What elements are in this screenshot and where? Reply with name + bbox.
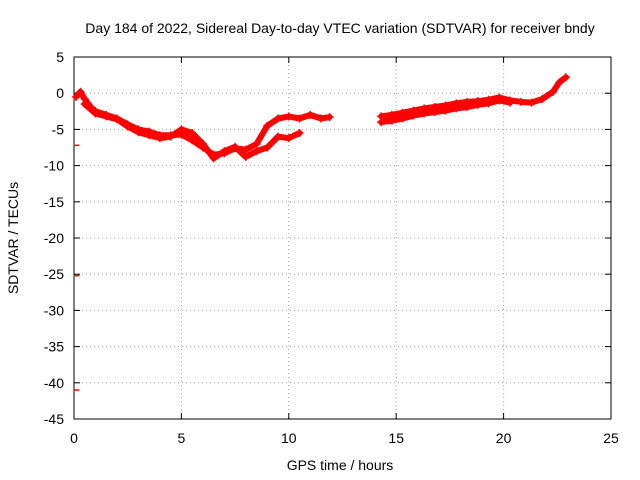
data-point	[76, 87, 85, 96]
data-point	[102, 112, 111, 121]
y-tick-label: -40	[44, 375, 64, 391]
x-tick-label: 20	[496, 430, 512, 446]
x-axis-title: GPS time / hours	[287, 457, 394, 473]
x-tick-label: 25	[603, 430, 619, 446]
data-point	[188, 129, 197, 138]
data-point	[387, 116, 396, 125]
data-point	[209, 154, 218, 163]
y-axis-title: SDTVAR / TECUs	[5, 182, 21, 294]
x-tick-label: 10	[281, 430, 297, 446]
y-tick-label: -10	[44, 158, 64, 174]
data-point	[166, 132, 175, 141]
data-point	[506, 98, 515, 107]
data-point	[409, 111, 418, 120]
data-point	[284, 134, 293, 143]
data-point	[538, 94, 547, 103]
data-point	[516, 97, 525, 106]
data-point	[145, 131, 154, 140]
y-tick-label: -35	[44, 339, 64, 355]
data-point	[177, 125, 186, 134]
data-point	[473, 100, 482, 109]
data-point	[220, 147, 229, 156]
data-point	[252, 147, 261, 156]
y-tick-label: -45	[44, 411, 64, 427]
data-point	[561, 73, 570, 82]
data-point	[495, 96, 504, 105]
data-point	[155, 134, 164, 143]
data-point	[527, 98, 536, 107]
grid	[74, 57, 611, 419]
y-tick-label: -30	[44, 302, 64, 318]
data-point	[463, 102, 472, 111]
data-point	[430, 108, 439, 117]
data-point	[484, 99, 493, 108]
data-point	[134, 128, 143, 137]
data-point	[263, 143, 272, 152]
data-point	[231, 142, 240, 151]
data-point	[306, 110, 315, 119]
x-tick-label: 15	[388, 430, 404, 446]
data-point	[420, 109, 429, 118]
chart-title: Day 184 of 2022, Sidereal Day-to-day VTE…	[85, 20, 594, 36]
data-point	[452, 104, 461, 113]
series-band	[378, 74, 569, 120]
data-point	[188, 136, 197, 145]
y-tick-label: 5	[56, 49, 64, 65]
data-point	[441, 106, 450, 115]
data-point	[295, 114, 304, 123]
y-tick-label: 0	[56, 85, 64, 101]
data-point	[241, 152, 250, 161]
data-point	[263, 121, 272, 130]
data-point	[377, 118, 386, 127]
y-tick-label: -5	[52, 121, 65, 137]
data-point	[555, 78, 564, 87]
data-point	[274, 132, 283, 141]
data-point	[123, 122, 132, 131]
data-point	[549, 87, 558, 96]
y-tick-label: -20	[44, 230, 64, 246]
x-tick-label: 5	[178, 430, 186, 446]
data-point	[252, 139, 261, 148]
data-point	[72, 92, 81, 101]
x-tick-label: 0	[70, 430, 78, 446]
data-point	[398, 114, 407, 123]
data-point	[198, 139, 207, 148]
data-point	[284, 112, 293, 121]
y-tick-label: -25	[44, 266, 64, 282]
data-points	[72, 73, 570, 391]
data-point	[91, 109, 100, 118]
data-point	[317, 114, 326, 123]
y-tick-label: -15	[44, 194, 64, 210]
data-point	[80, 100, 89, 109]
axis-ticks: 0 5 10 15 20 25 5 0 -5 -10 -15 -20 -25 -30 -35 -40 -45	[44, 49, 619, 446]
data-point	[241, 145, 250, 154]
data-point	[112, 115, 121, 124]
data-point	[325, 113, 334, 122]
data-point	[274, 114, 283, 123]
data-point	[295, 129, 304, 138]
